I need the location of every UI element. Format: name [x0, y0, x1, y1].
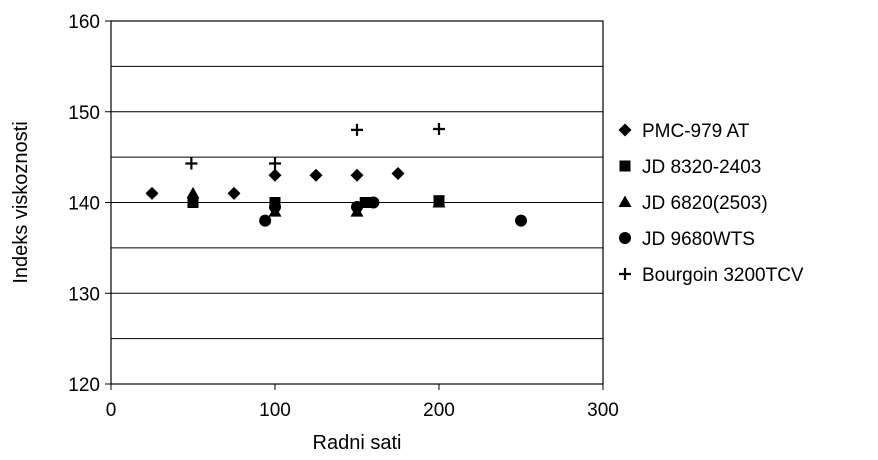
data-point-diamond [309, 168, 323, 182]
legend-item: Bourgoin 3200TCV [619, 265, 804, 286]
data-point-square [187, 197, 199, 208]
data-point-plus [185, 157, 198, 170]
triangle-icon [618, 195, 632, 207]
plus-icon [619, 268, 631, 280]
legend-label: Bourgoin 3200TCV [642, 265, 804, 286]
square-icon [619, 160, 631, 172]
data-point-diamond [391, 166, 405, 180]
series-triangle [186, 186, 446, 217]
data-point-circle [515, 214, 527, 227]
x-axis-title: Radni sati [313, 432, 402, 454]
data-point-plus [351, 123, 363, 136]
y-tick-label: 150 [68, 103, 100, 124]
data-points [145, 122, 527, 227]
legend-item: JD 6820(2503) [618, 193, 768, 214]
circle-icon [619, 232, 631, 244]
data-point-triangle [186, 186, 200, 199]
x-tick-label: 0 [106, 400, 117, 421]
legend-label: JD 6820(2503) [642, 193, 768, 214]
series-circle [259, 196, 527, 227]
series-plus [185, 122, 445, 170]
legend: PMC-979 AT JD 8320-2403 JD 6820(2503) JD 96… [618, 121, 804, 286]
x-tick-label: 200 [423, 400, 455, 421]
y-tick-label: 140 [68, 194, 100, 215]
x-tick-label: 100 [259, 400, 291, 421]
y-tick-label: 160 [68, 12, 100, 33]
data-point-square [359, 197, 371, 208]
legend-label: PMC-979 AT [642, 121, 750, 142]
y-tick-label: 120 [68, 375, 100, 396]
data-point-circle [259, 214, 272, 227]
data-point-diamond [145, 186, 159, 200]
data-point-diamond [350, 168, 364, 182]
y-axis-title: Indeks viskoznosti [10, 121, 32, 283]
y-tick-label: 130 [68, 284, 100, 305]
legend-item: JD 9680WTS [619, 229, 755, 250]
data-point-plus [269, 157, 281, 170]
legend-item: JD 8320-2403 [619, 157, 761, 178]
legend-label: JD 8320-2403 [642, 157, 761, 178]
diamond-icon [618, 123, 632, 137]
data-point-triangle [432, 196, 446, 208]
legend-item: PMC-979 AT [618, 121, 750, 142]
data-point-circle [367, 196, 380, 209]
data-point-diamond [227, 186, 241, 200]
x-tick-label: 300 [587, 400, 619, 421]
series-diamond [145, 166, 405, 200]
data-point-circle [269, 201, 281, 214]
data-point-plus [433, 122, 445, 135]
data-point-diamond [268, 168, 282, 182]
series-square [187, 195, 445, 208]
legend-label: JD 9680WTS [642, 229, 755, 250]
axis-ticks: 120 130 140 150 160 0 100 200 300 [68, 12, 619, 421]
data-point-circle [351, 201, 363, 214]
